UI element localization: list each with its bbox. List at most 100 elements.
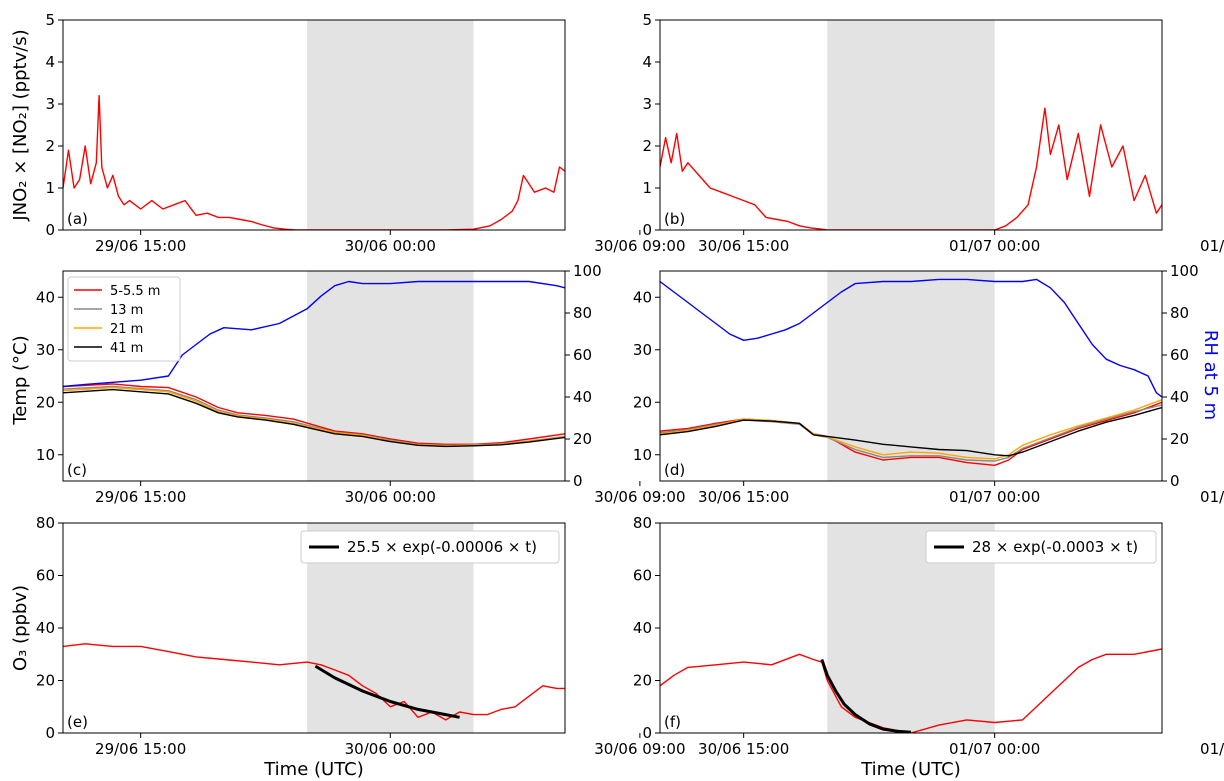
y-tick-label: 40 xyxy=(633,288,652,306)
y-tick-label: 20 xyxy=(36,672,55,690)
series-group xyxy=(63,643,565,721)
series-group xyxy=(63,94,565,230)
y-tick-label: 20 xyxy=(633,672,652,690)
x-tick-label: 30/06 15:00 xyxy=(698,237,789,255)
y-tick-label: 1 xyxy=(45,179,55,197)
legend-label: 25.5 × exp(-0.00006 × t) xyxy=(347,538,537,556)
y-right-tick-label: 80 xyxy=(573,304,592,322)
y-right-tick-label: 40 xyxy=(1170,388,1189,406)
x-tick-label: 30/06 00:00 xyxy=(345,488,436,506)
x-tick-label: 01/07 09:00 xyxy=(1200,237,1224,255)
y-tick-label: 0 xyxy=(45,724,55,742)
y-tick-label: 1 xyxy=(642,179,652,197)
x-tick-label: 01/07 00:00 xyxy=(949,740,1040,758)
y-tick-label: 5 xyxy=(45,11,55,29)
y-right-tick-label: 60 xyxy=(573,346,592,364)
series-group xyxy=(660,107,1162,230)
series-line-21-m xyxy=(660,398,1162,460)
y-tick-label: 4 xyxy=(642,53,652,71)
legend-box xyxy=(300,530,560,564)
y-tick-label: 3 xyxy=(45,95,55,113)
x-tick-label: 30/06 09:00 xyxy=(594,740,685,758)
panel-b: 0 1 2 3 4 5 30/06 15:00 01/07 00:00 01/07 09:00 (… xyxy=(642,11,1224,255)
y-right-tick-label: 20 xyxy=(1170,430,1189,448)
y-tick-label: 2 xyxy=(45,137,55,155)
y-right-tick-label: 100 xyxy=(573,262,602,280)
y-tick-label: 0 xyxy=(642,724,652,742)
series-line-data-0 xyxy=(660,107,1162,230)
legend-label: 21 m xyxy=(110,322,143,337)
x-tick-label: 30/06 09:00 xyxy=(594,237,685,255)
y-right-tick-label: 20 xyxy=(573,430,592,448)
x-tick-label: 30/06 09:00 xyxy=(594,488,685,506)
legend-label: 5-5.5 m xyxy=(110,284,160,299)
y-tick-label: 3 xyxy=(642,95,652,113)
y-axis-title-o3: O₃ (ppbv) xyxy=(10,585,31,671)
x-tick-label: 29/06 15:00 xyxy=(95,237,186,255)
y-tick-label: 0 xyxy=(642,221,652,239)
legend-box xyxy=(925,530,1157,564)
series-line-41-m xyxy=(63,388,565,448)
night-shading xyxy=(307,20,474,230)
series-line-data-0 xyxy=(63,94,565,230)
x-tick-label: 01/07 00:00 xyxy=(949,488,1040,506)
axes-frame xyxy=(659,270,1163,482)
x-tick-label: 30/06 00:00 xyxy=(345,237,436,255)
panel-f: 0 20 40 60 80 30/06 15:00 01/07 00:00 01/07 09:… xyxy=(633,514,1224,758)
series-group xyxy=(63,280,565,448)
x-tick-label: 01/07 00:00 xyxy=(949,237,1040,255)
y-right-tick-label: 100 xyxy=(1170,262,1199,280)
y-right-tick-label: 0 xyxy=(573,472,583,490)
y-axis-title-temp: Temp (°C) xyxy=(10,335,31,425)
panel-label: (c) xyxy=(67,461,87,479)
series-line-data-0 xyxy=(63,643,565,721)
y-tick-label: 5 xyxy=(642,11,652,29)
x-tick-label: 01/07 09:00 xyxy=(1200,488,1224,506)
x-tick-label: 30/06 00:00 xyxy=(345,740,436,758)
panel-label: (d) xyxy=(664,461,685,479)
axes-frame xyxy=(659,19,1163,231)
y-tick-label: 80 xyxy=(633,514,652,532)
y-tick-label: 40 xyxy=(633,619,652,637)
y-right-tick-label: 80 xyxy=(1170,304,1189,322)
y-tick-label: 20 xyxy=(633,393,652,411)
y-axis-title-jno2: JNO₂ × [NO₂] (pptv/s) xyxy=(10,29,31,221)
panel-label: (f) xyxy=(664,713,681,731)
panel-label: (b) xyxy=(664,210,685,228)
y-tick-label: 40 xyxy=(36,288,55,306)
legend: 5-5.5 m 13 m 21 m 41 m xyxy=(67,276,181,362)
y-tick-label: 20 xyxy=(36,393,55,411)
series-line-rh xyxy=(660,278,1162,398)
series-line-28-exp-0-0003-t- xyxy=(820,659,912,733)
x-tick-label: 30/06 15:00 xyxy=(698,740,789,758)
y-tick-label: 30 xyxy=(36,341,55,359)
x-tick-label: 01/07 09:00 xyxy=(1200,740,1224,758)
panel-e: 0 20 40 60 80 29/06 15:00 30/06 00:00 30/06 09:… xyxy=(36,514,686,758)
axes-frame xyxy=(62,270,566,482)
y-tick-label: 80 xyxy=(36,514,55,532)
y-tick-label: 2 xyxy=(642,137,652,155)
panel-a: 0 1 2 3 4 5 29/06 15:00 30/06 00:00 30/06 09:00 (… xyxy=(45,11,685,255)
series-line-25-5-exp-0-00006-t- xyxy=(314,664,460,719)
night-shading xyxy=(827,20,995,230)
series-group xyxy=(660,278,1162,466)
y-right-tick-label: 60 xyxy=(1170,346,1189,364)
y-tick-label: 60 xyxy=(36,567,55,585)
x-tick-label: 29/06 15:00 xyxy=(95,740,186,758)
legend-label: 13 m xyxy=(110,303,143,318)
panel-label: (e) xyxy=(67,713,88,731)
y-tick-label: 10 xyxy=(36,446,55,464)
series-line-rh xyxy=(63,280,565,388)
panel-label: (a) xyxy=(67,210,88,228)
night-shading xyxy=(827,271,995,481)
x-tick-label: 29/06 15:00 xyxy=(95,488,186,506)
y-tick-label: 60 xyxy=(633,567,652,585)
axes-frame xyxy=(62,19,566,231)
y-right-tick-label: 40 xyxy=(573,388,592,406)
y-tick-label: 10 xyxy=(633,446,652,464)
legend-label: 28 × exp(-0.0003 × t) xyxy=(972,538,1138,556)
series-line-41-m xyxy=(660,406,1162,457)
x-tick-label: 30/06 15:00 xyxy=(698,488,789,506)
panel-c: 10 20 30 40 0 20 40 60 80 100 29/06 15:00 30/06 00:… xyxy=(36,262,686,506)
